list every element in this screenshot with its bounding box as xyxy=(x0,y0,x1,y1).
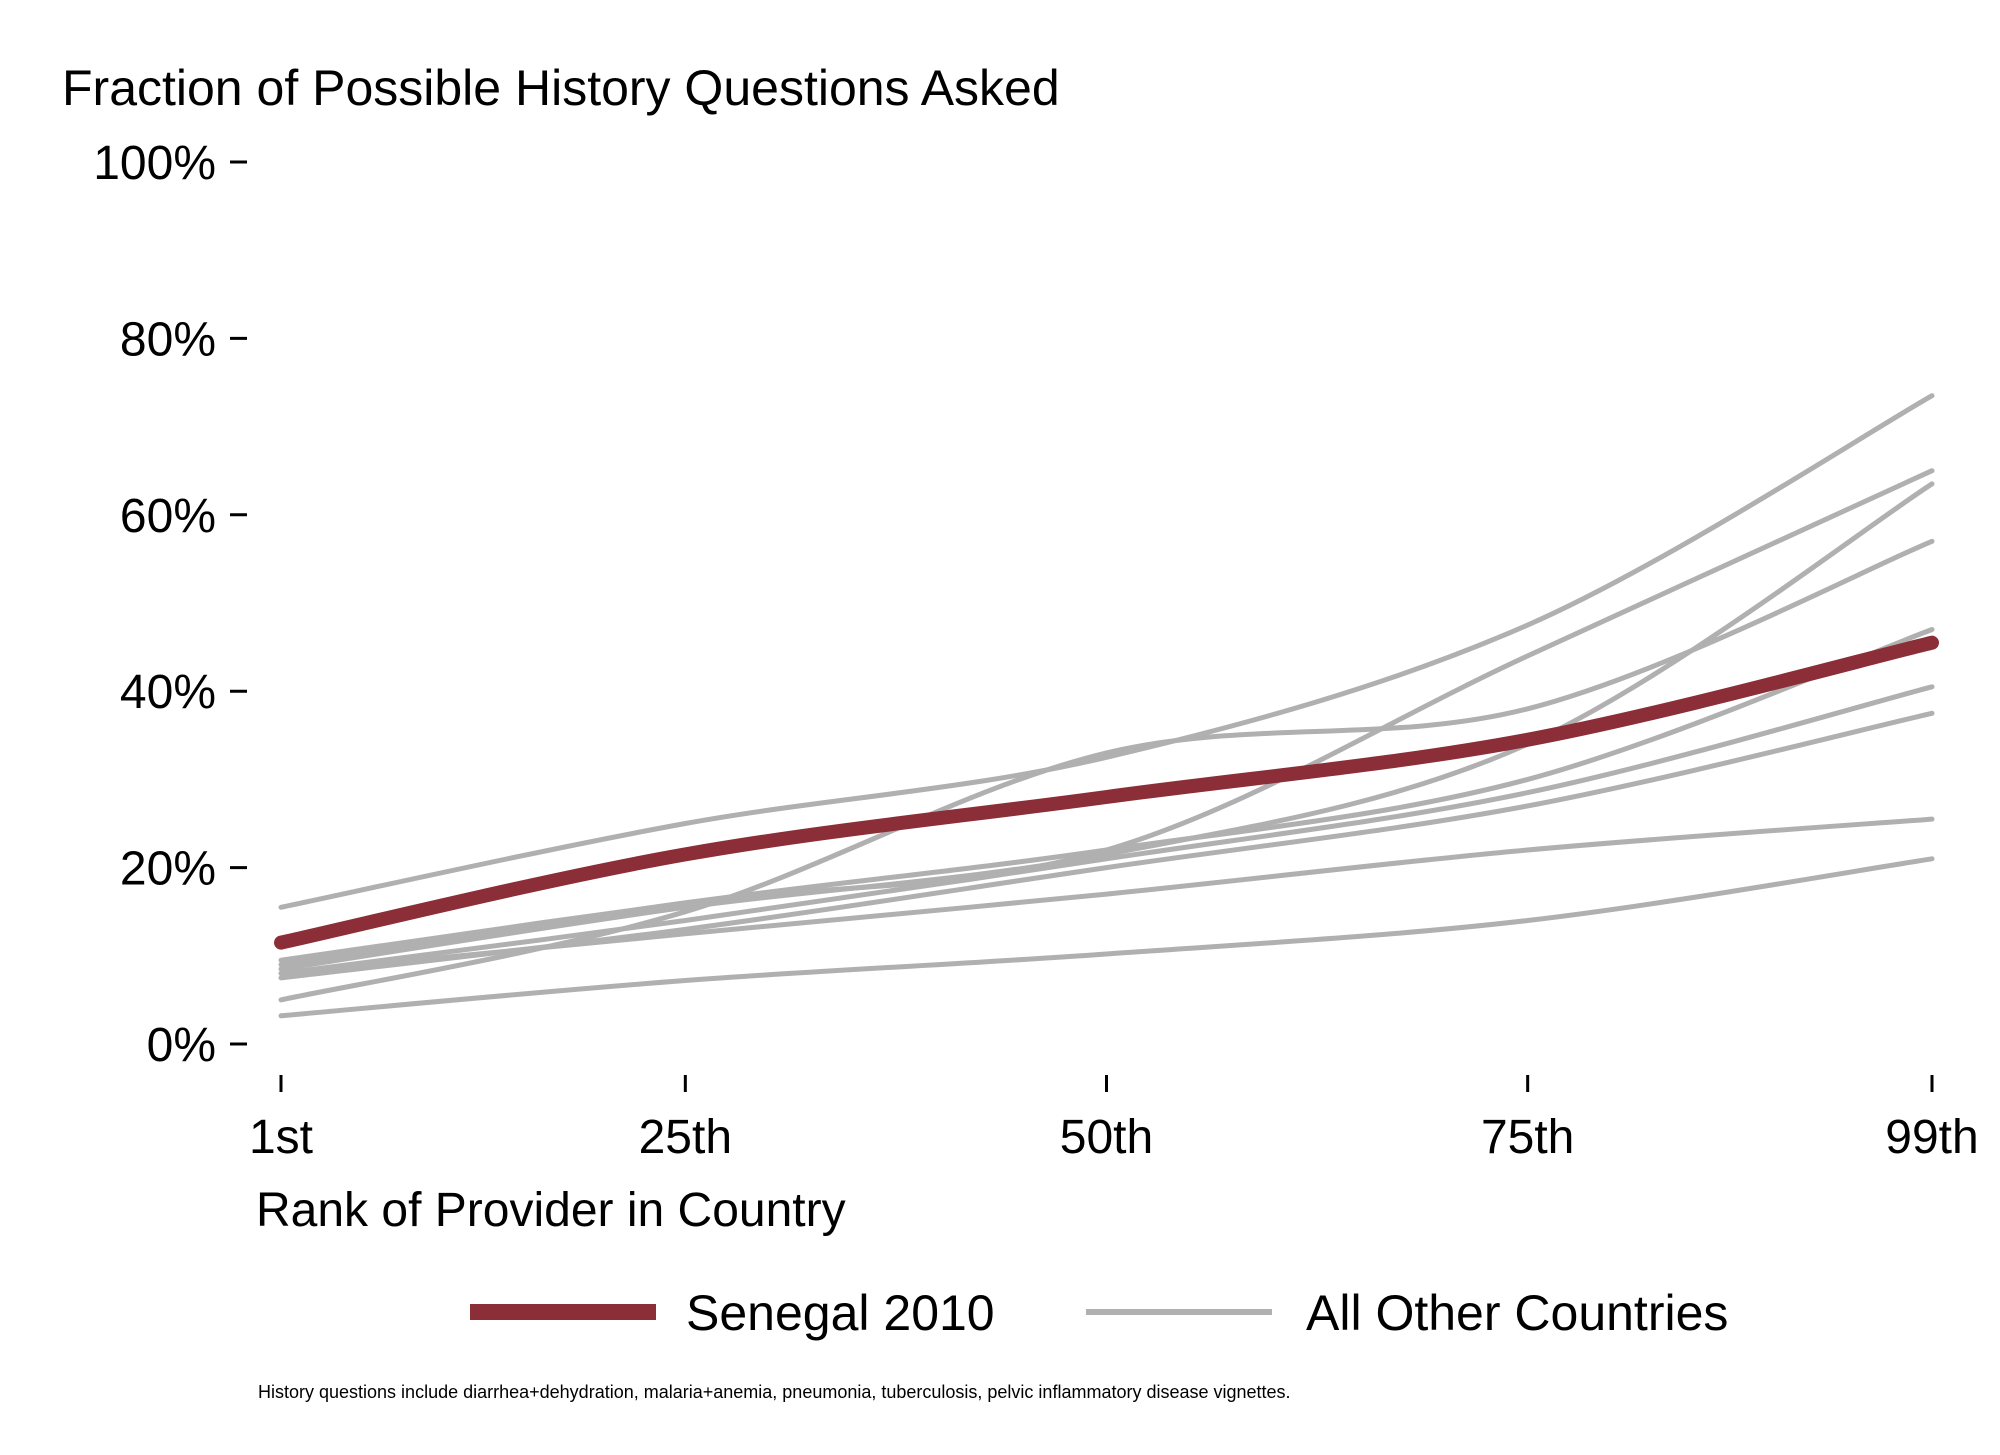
series-line-other-country-8 xyxy=(278,816,1935,976)
x-axis-title: Rank of Provider in Country xyxy=(256,1184,846,1237)
y-tick-label-100: 100% xyxy=(93,137,216,190)
series-line-senegal-2010 xyxy=(274,635,1939,950)
footnote: History questions include diarrhea+dehyd… xyxy=(258,1382,1291,1402)
series-line-other-country-4 xyxy=(278,481,1935,972)
x-tick-label-75: 75th xyxy=(1481,1111,1574,1164)
y-tick-label-80: 80% xyxy=(120,313,216,366)
y-tick-label-0: 0% xyxy=(147,1019,216,1072)
x-tick-label-1: 1st xyxy=(249,1111,313,1164)
legend-label-other-countries: All Other Countries xyxy=(1306,1285,1728,1341)
legend-label-senegal: Senegal 2010 xyxy=(686,1285,995,1341)
series-line-other-country-9 xyxy=(278,856,1935,1019)
legend: Senegal 2010 All Other Countries xyxy=(470,1285,1728,1341)
series-group xyxy=(274,393,1939,1019)
x-tick-label-50: 50th xyxy=(1060,1111,1153,1164)
y-tick-label-60: 60% xyxy=(120,490,216,543)
x-tick-label-25: 25th xyxy=(639,1111,732,1164)
series-line-other-country-6 xyxy=(278,684,1935,976)
y-tick-label-20: 20% xyxy=(120,843,216,896)
series-line-other-country-5 xyxy=(278,627,1935,968)
chart-title: Fraction of Possible History Questions A… xyxy=(62,60,1060,116)
series-line-other-country-1 xyxy=(278,393,1935,910)
y-tick-label-40: 40% xyxy=(120,666,216,719)
x-tick-label-99: 99th xyxy=(1885,1111,1978,1164)
y-axis: 0% 20% 40% 60% 80% 100% xyxy=(93,137,247,1072)
x-axis: 1st 25th 50th 75th 99th xyxy=(249,1075,1979,1164)
